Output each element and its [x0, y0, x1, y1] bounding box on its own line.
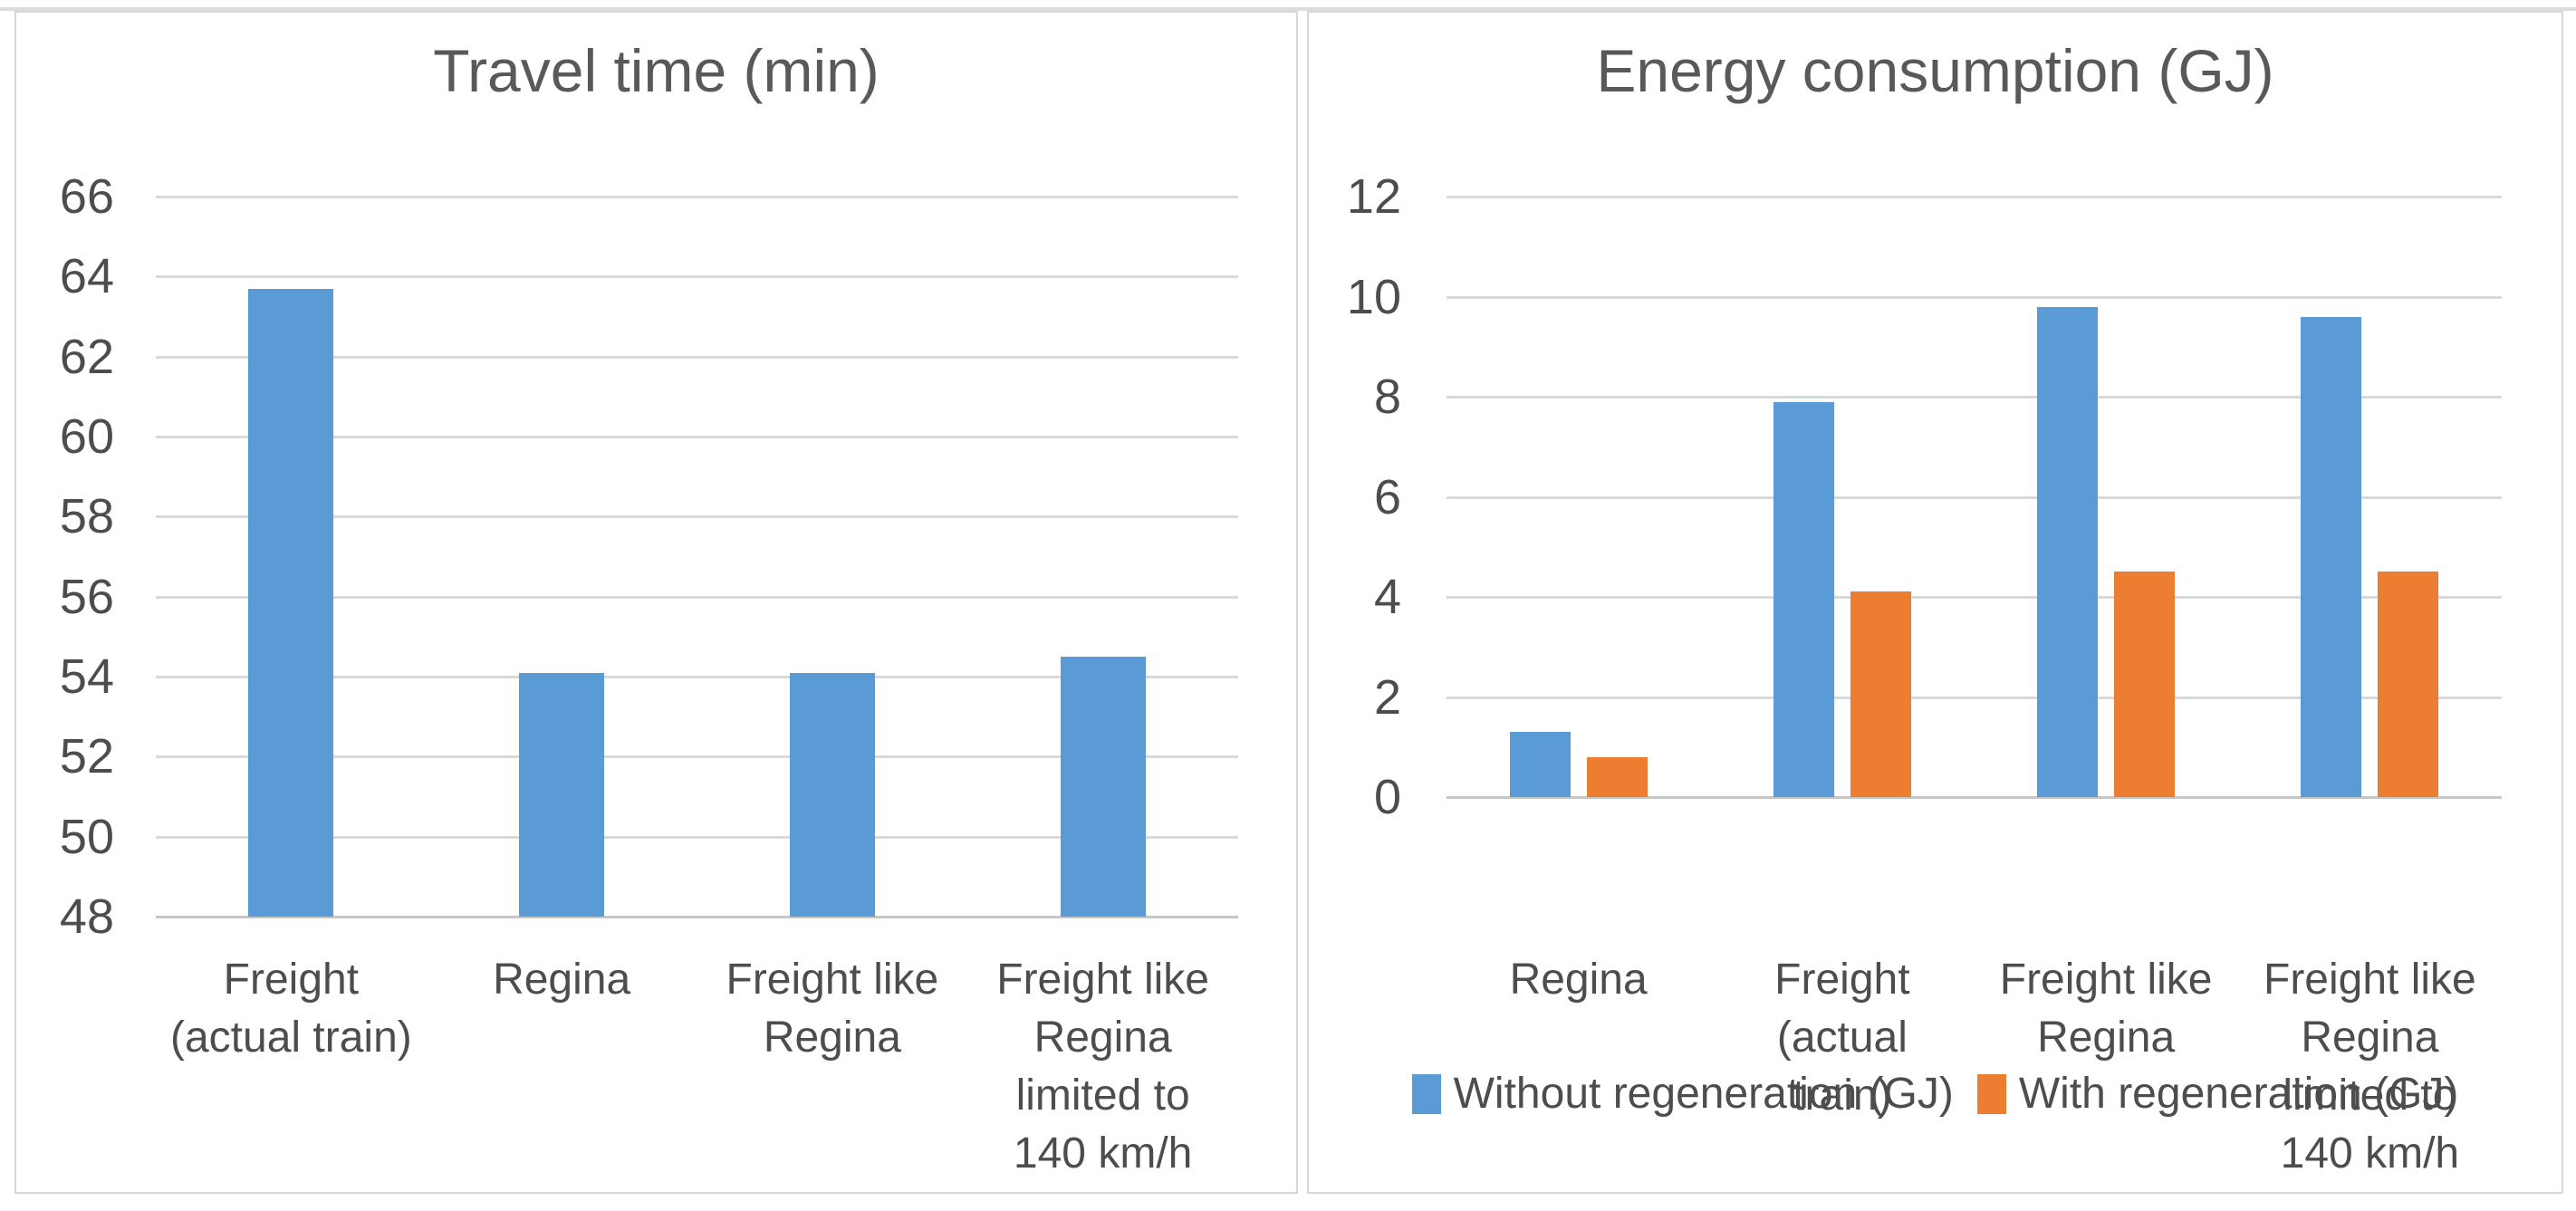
gridline [1447, 295, 2502, 299]
y-axis-tick-label: 50 [59, 809, 114, 864]
gridline [1447, 196, 2502, 198]
category-label: Regina [1406, 951, 1751, 1009]
category-label: Freight like Regina [657, 951, 1009, 1067]
legend: Without regeneration (GJ) With regenerat… [1309, 1069, 2562, 1119]
gridline [156, 275, 1238, 279]
bar-with-regeneration [1850, 591, 1911, 797]
category-label-line: Regina [2301, 1014, 2439, 1062]
gridline [156, 676, 1238, 678]
category-label-line: (actual train) [169, 1014, 412, 1062]
gridline [156, 835, 1238, 839]
category-label-line: train) [1793, 1072, 1892, 1120]
legend-entry-without-regeneration: Without regeneration (GJ) [1411, 1069, 1954, 1119]
y-axis-tick-label: 2 [1373, 669, 1401, 725]
category-label-line: Regina [2037, 1014, 2176, 1062]
y-axis-tick-label: 4 [1373, 570, 1401, 624]
category-label-line: Freight like [726, 956, 939, 1004]
gridline [156, 196, 1238, 198]
bar [519, 672, 605, 917]
gridline [1447, 696, 2502, 699]
category-label: Freight (actual train) [1669, 951, 2014, 1125]
gridline [156, 595, 1238, 599]
gridline [156, 916, 1238, 918]
legend-swatch-blue-icon [1411, 1073, 1441, 1114]
bar [1060, 656, 1146, 917]
bar-with-regeneration [2378, 572, 2439, 797]
legend-swatch-orange-icon [1976, 1073, 2006, 1114]
bar [248, 288, 334, 917]
gridline [1447, 596, 2502, 599]
gridline [156, 515, 1238, 519]
category-label-line: Freight like [2264, 956, 2476, 1004]
y-axis-tick-label: 62 [59, 329, 114, 384]
legend-label-with-regeneration: With regeneration (GJ) [2018, 1070, 2459, 1118]
gridline [156, 436, 1238, 438]
category-label-line: Regina [1033, 1014, 1172, 1062]
travel-time-chart-title: Travel time (min) [433, 37, 879, 104]
legend-label-without-regeneration: Without regeneration (GJ) [1453, 1070, 1954, 1118]
category-label-line: Regina [493, 956, 631, 1004]
y-axis-tick-label: 58 [59, 489, 114, 544]
category-label-line: Freight [223, 956, 360, 1004]
gridline [1447, 396, 2502, 399]
bar-without-regeneration [2037, 306, 2099, 797]
gridline [1447, 495, 2502, 499]
category-label-line: Regina [763, 1014, 901, 1062]
energy-consumption-chart-panel: Energy consumption (GJ) 12 10 8 6 4 2 0 Regina F… [1307, 11, 2563, 1194]
y-axis-tick-label: 10 [1346, 269, 1401, 324]
gridline [156, 355, 1238, 359]
y-axis-tick-label: 48 [59, 889, 114, 944]
y-axis-tick-label: 64 [59, 249, 114, 304]
top-divider-line [0, 7, 2576, 11]
category-label-line: 140 km/h [1013, 1129, 1193, 1177]
bar-without-regeneration [2301, 316, 2362, 797]
y-axis-tick-label: 52 [59, 729, 114, 784]
y-axis-tick-label: 54 [59, 649, 114, 704]
category-label: Freight like Regina limited to 140 km/h [2197, 951, 2542, 1183]
bar-without-regeneration [1773, 401, 1834, 797]
y-axis-tick-label: 6 [1373, 469, 1401, 524]
category-label-line: limited to [2283, 1072, 2457, 1120]
gridline [1447, 796, 2502, 799]
y-axis-tick-label: 8 [1373, 370, 1401, 424]
gridline [156, 755, 1238, 759]
y-axis-tick-label: 56 [59, 569, 114, 624]
category-label-line: Freight like [996, 956, 1209, 1004]
bar-with-regeneration [2114, 572, 2176, 797]
category-label: Freight (actual train) [115, 951, 467, 1067]
category-label: Regina [386, 951, 738, 1009]
category-label-line: Freight like [1999, 956, 2213, 1004]
y-axis-tick-label: 60 [59, 409, 114, 464]
bar-without-regeneration [1509, 732, 1571, 797]
category-label-line: Regina [1509, 956, 1648, 1004]
energy-consumption-chart-title: Energy consumption (GJ) [1596, 37, 2274, 104]
bar [789, 672, 875, 917]
category-label: Freight like Regina limited to 140 km/h [927, 951, 1279, 1183]
y-axis-tick-label: 12 [1346, 169, 1401, 224]
category-label: Freight like Regina [1934, 951, 2279, 1067]
y-axis-tick-label: 66 [59, 169, 114, 224]
category-label-line: limited to [1015, 1072, 1190, 1120]
y-axis-tick-label: 0 [1373, 770, 1401, 824]
travel-time-chart-panel: Travel time (min) 66 64 62 60 58 56 54 52 50 48 Fr… [14, 11, 1298, 1194]
category-label-line: 140 km/h [2280, 1129, 2460, 1177]
category-label-line: Freight [1774, 956, 1910, 1004]
bar-with-regeneration [1586, 756, 1648, 797]
legend-entry-with-regeneration: With regeneration (GJ) [1976, 1069, 2459, 1119]
category-label-line: (actual [1776, 1014, 1908, 1062]
